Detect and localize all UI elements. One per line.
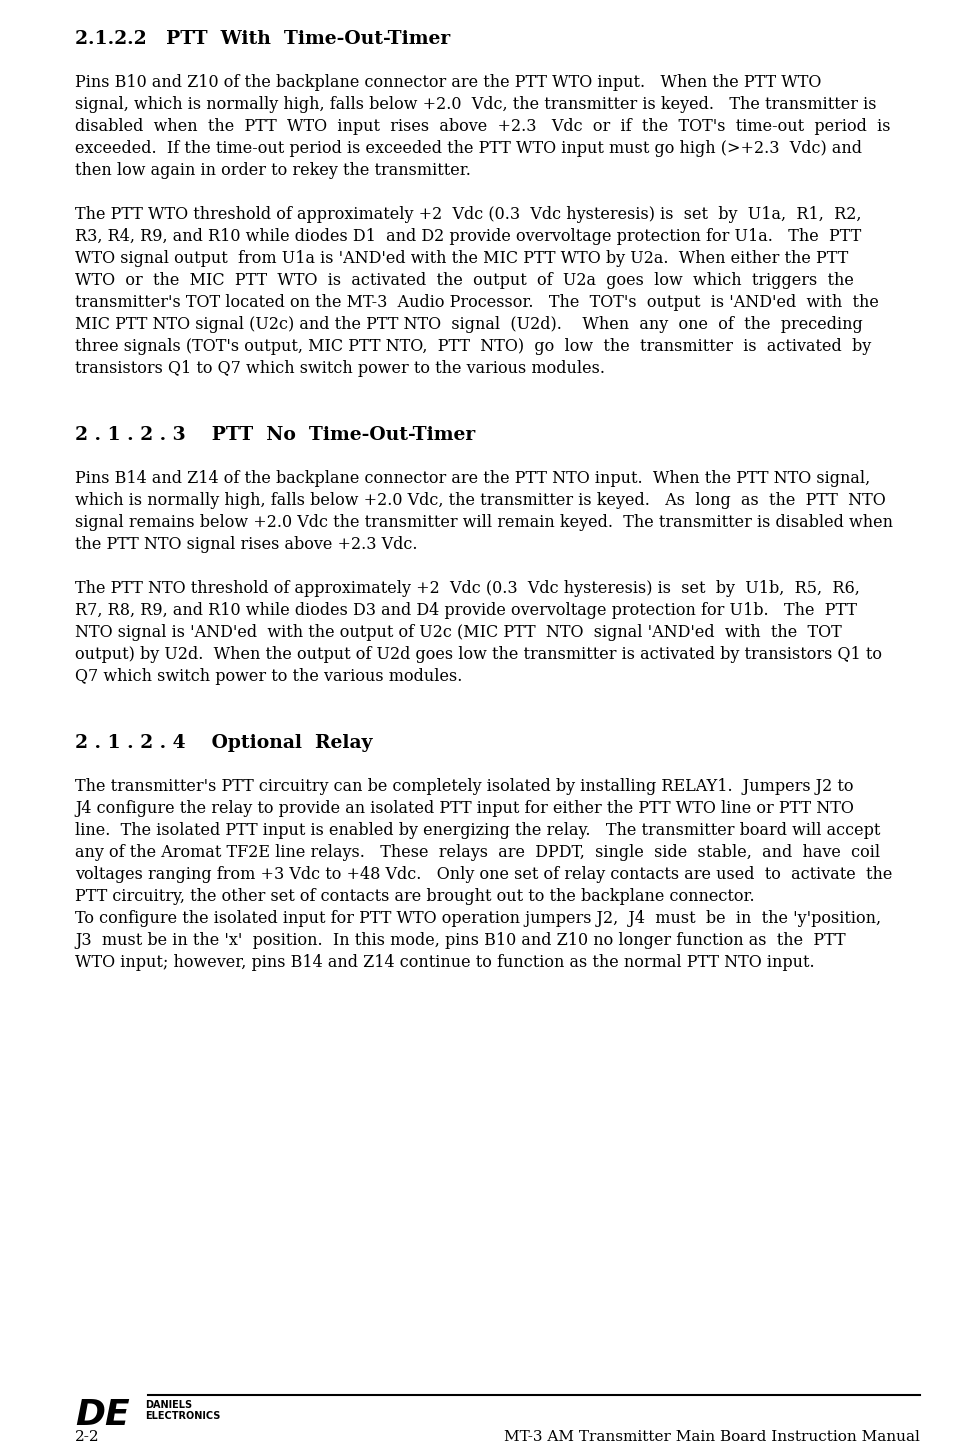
Text: To configure the isolated input for PTT WTO operation jumpers J2,  J4  must  be : To configure the isolated input for PTT … — [75, 910, 880, 928]
Text: then low again in order to rekey the transmitter.: then low again in order to rekey the tra… — [75, 161, 470, 179]
Text: The transmitter's PTT circuitry can be completely isolated by installing RELAY1.: The transmitter's PTT circuitry can be c… — [75, 778, 853, 795]
Text: J3  must be in the 'x'  position.  In this mode, pins B10 and Z10 no longer func: J3 must be in the 'x' position. In this … — [75, 932, 845, 949]
Text: The PTT WTO threshold of approximately +2  Vdc (0.3  Vdc hysteresis) is  set  by: The PTT WTO threshold of approximately +… — [75, 206, 861, 222]
Text: PTT circuitry, the other set of contacts are brought out to the backplane connec: PTT circuitry, the other set of contacts… — [75, 888, 754, 904]
Text: output) by U2d.  When the output of U2d goes low the transmitter is activated by: output) by U2d. When the output of U2d g… — [75, 646, 881, 663]
Text: DANIELS: DANIELS — [145, 1400, 192, 1410]
Text: signal, which is normally high, falls below +2.0  Vdc, the transmitter is keyed.: signal, which is normally high, falls be… — [75, 96, 875, 113]
Text: 2 . 1 . 2 . 4    Optional  Relay: 2 . 1 . 2 . 4 Optional Relay — [75, 734, 372, 752]
Text: signal remains below +2.0 Vdc the transmitter will remain keyed.  The transmitte: signal remains below +2.0 Vdc the transm… — [75, 515, 892, 531]
Text: The PTT NTO threshold of approximately +2  Vdc (0.3  Vdc hysteresis) is  set  by: The PTT NTO threshold of approximately +… — [75, 580, 859, 598]
Text: ELECTRONICS: ELECTRONICS — [145, 1410, 220, 1421]
Text: R7, R8, R9, and R10 while diodes D3 and D4 provide overvoltage protection for U1: R7, R8, R9, and R10 while diodes D3 and … — [75, 602, 856, 619]
Text: disabled  when  the  PTT  WTO  input  rises  above  +2.3   Vdc  or  if  the  TOT: disabled when the PTT WTO input rises ab… — [75, 118, 890, 135]
Text: MIC PTT NTO signal (U2c) and the PTT NTO  signal  (U2d).    When  any  one  of  : MIC PTT NTO signal (U2c) and the PTT NTO… — [75, 316, 862, 333]
Text: 2 . 1 . 2 . 3    PTT  No  Time-Out-Timer: 2 . 1 . 2 . 3 PTT No Time-Out-Timer — [75, 426, 474, 443]
Text: voltages ranging from +3 Vdc to +48 Vdc.   Only one set of relay contacts are us: voltages ranging from +3 Vdc to +48 Vdc.… — [75, 867, 892, 883]
Text: WTO  or  the  MIC  PTT  WTO  is  activated  the  output  of  U2a  goes  low  whi: WTO or the MIC PTT WTO is activated the … — [75, 272, 853, 289]
Text: WTO signal output  from U1a is 'AND'ed with the MIC PTT WTO by U2a.  When either: WTO signal output from U1a is 'AND'ed wi… — [75, 250, 847, 268]
Text: MT-3 AM Transmitter Main Board Instruction Manual: MT-3 AM Transmitter Main Board Instructi… — [504, 1429, 919, 1444]
Text: WTO input; however, pins B14 and Z14 continue to function as the normal PTT NTO : WTO input; however, pins B14 and Z14 con… — [75, 954, 814, 971]
Text: R3, R4, R9, and R10 while diodes D1  and D2 provide overvoltage protection for U: R3, R4, R9, and R10 while diodes D1 and … — [75, 228, 861, 246]
Text: Q7 which switch power to the various modules.: Q7 which switch power to the various mod… — [75, 667, 462, 685]
Text: transmitter's TOT located on the MT-3  Audio Processor.   The  TOT's  output  is: transmitter's TOT located on the MT-3 Au… — [75, 294, 878, 311]
Text: three signals (TOT's output, MIC PTT NTO,  PTT  NTO)  go  low  the  transmitter : three signals (TOT's output, MIC PTT NTO… — [75, 337, 870, 355]
Text: transistors Q1 to Q7 which switch power to the various modules.: transistors Q1 to Q7 which switch power … — [75, 361, 604, 377]
Text: 2.1.2.2   PTT  With  Time-Out-Timer: 2.1.2.2 PTT With Time-Out-Timer — [75, 31, 450, 48]
Text: 2-2: 2-2 — [75, 1429, 100, 1444]
Text: NTO signal is 'AND'ed  with the output of U2c (MIC PTT  NTO  signal 'AND'ed  wit: NTO signal is 'AND'ed with the output of… — [75, 624, 841, 641]
Text: any of the Aromat TF2E line relays.   These  relays  are  DPDT,  single  side  s: any of the Aromat TF2E line relays. Thes… — [75, 843, 879, 861]
Text: Pins B10 and Z10 of the backplane connector are the PTT WTO input.   When the PT: Pins B10 and Z10 of the backplane connec… — [75, 74, 821, 92]
Text: J4 configure the relay to provide an isolated PTT input for either the PTT WTO l: J4 configure the relay to provide an iso… — [75, 800, 853, 817]
Text: which is normally high, falls below +2.0 Vdc, the transmitter is keyed.   As  lo: which is normally high, falls below +2.0… — [75, 491, 885, 509]
Text: DE: DE — [75, 1397, 129, 1432]
Text: line.  The isolated PTT input is enabled by energizing the relay.   The transmit: line. The isolated PTT input is enabled … — [75, 822, 879, 839]
Text: Pins B14 and Z14 of the backplane connector are the PTT NTO input.  When the PTT: Pins B14 and Z14 of the backplane connec… — [75, 470, 869, 487]
Text: the PTT NTO signal rises above +2.3 Vdc.: the PTT NTO signal rises above +2.3 Vdc. — [75, 537, 417, 553]
Text: exceeded.  If the time-out period is exceeded the PTT WTO input must go high (>+: exceeded. If the time-out period is exce… — [75, 140, 861, 157]
